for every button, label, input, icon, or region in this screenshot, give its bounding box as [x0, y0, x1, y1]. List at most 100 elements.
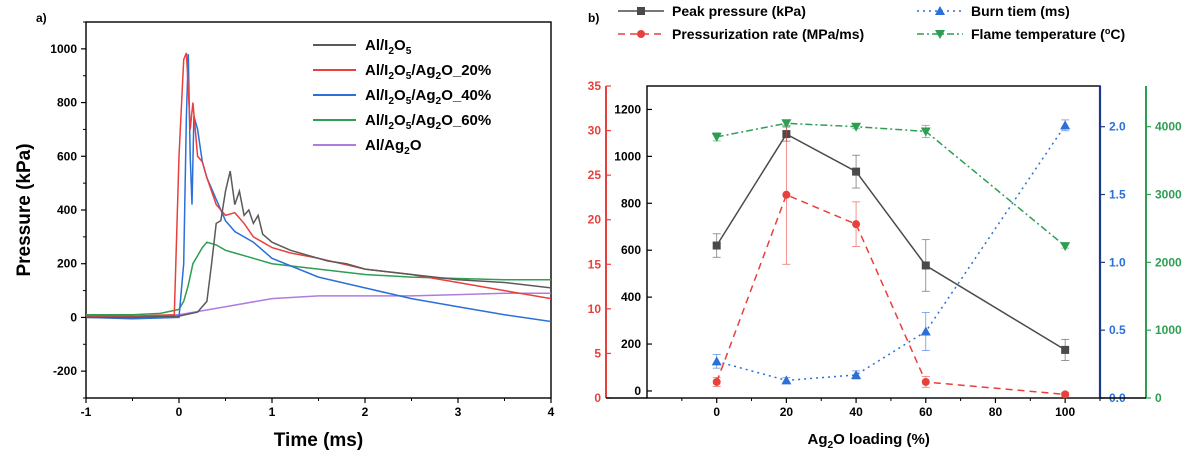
panel-a-legend-label-part: Al/I [365, 87, 388, 104]
panel-a-legend-label-part: /Ag [411, 87, 435, 104]
panel-a-legend-label-part: Al/Ag [365, 137, 404, 154]
panel-b-point-marker [921, 377, 930, 386]
panel-a-legend-label-part: Al/I [365, 112, 388, 129]
panel-b-pp-tick-label: 0 [634, 384, 641, 398]
panel-b-pr-tick-label: 25 [588, 168, 602, 182]
panel-b-x-tick-label: 100 [1055, 405, 1075, 419]
panel-a-y-tick-label: 1000 [50, 42, 77, 56]
panel-b-point-marker [920, 326, 931, 336]
panel-a-legend-label-part: 5 [406, 46, 412, 57]
panel-b-point-marker [851, 369, 862, 379]
panel-b-point-marker [921, 261, 930, 270]
panel-b-ft-tick-label: 1000 [1155, 323, 1182, 337]
panel-b-point-marker [1060, 242, 1071, 252]
panel-b-pp-tick-label: 1200 [614, 102, 641, 116]
panel-a-legend-label-part: 2 [388, 96, 394, 107]
panel-a-legend-label-part: O_20% [441, 62, 491, 79]
panel-a-x-tick-label: 2 [362, 405, 369, 419]
panel-b-legend-marker [935, 6, 945, 15]
panel-b-series-line [716, 124, 1066, 382]
panel-a-legend-label-part: /Ag [411, 62, 435, 79]
panel-b-point-marker [852, 167, 861, 176]
panel-a-legend-label-part: Al/I [365, 37, 388, 54]
panel-a-series-line [86, 52, 551, 317]
panel-b-ft-tick-label: 3000 [1155, 188, 1182, 202]
panel-b-series-line [716, 122, 1066, 247]
panel-a-legend-label-part: 5 [406, 71, 412, 82]
panel-a-y-tick-label: -200 [53, 364, 77, 378]
panel-b-bt-tick-label: 0.5 [1109, 323, 1126, 337]
panel-b-point-marker [920, 127, 931, 137]
panel-b-bt-tick-label: 2.0 [1109, 120, 1126, 134]
panel-a-legend-label-part: O_60% [441, 112, 491, 129]
panel-a-y-tick-label: 200 [57, 257, 77, 271]
panel-b-x-axis-label-part: Ag [808, 431, 828, 448]
panel-b-ft-tick-label: 4000 [1155, 120, 1182, 134]
panel-b-pr-tick-label: 10 [588, 302, 602, 316]
panel-b-bt-tick-label: 1.0 [1109, 255, 1126, 269]
panel-a-x-axis-label: Time (ms) [274, 430, 363, 451]
panel-b-pr-tick-label: 0 [594, 391, 601, 405]
panel-b-legend-label: Pressurization rate (MPa/ms) [672, 26, 864, 42]
panel-a-legend-label: Al/I2O5/Ag2O_60% [365, 112, 491, 132]
panel-a-legend-label-part: 2 [436, 96, 442, 107]
panel-b-pp-tick-label: 400 [621, 290, 641, 304]
panel-b-pr-tick-label: 15 [588, 257, 602, 271]
panel-b-legend-label: Burn tiem (ms) [971, 3, 1070, 19]
panel-b-legend-label-part: o [1105, 26, 1111, 36]
panel-b-series-line [715, 193, 1066, 396]
panel-a-legend-label-part: 2 [436, 71, 442, 82]
panel-a-legend-label: Al/I2O5/Ag2O_40% [365, 87, 491, 107]
panel-b-x-tick-label: 60 [919, 405, 933, 419]
panel-a-legend-label-part: 2 [388, 121, 394, 132]
panel-b-pr-tick-label: 5 [594, 346, 601, 360]
panel-a-legend-label: Al/I2O5/Ag2O_20% [365, 62, 491, 82]
panel-a-label: a) [36, 11, 47, 25]
panel-a-legend-label-part: 2 [388, 71, 394, 82]
panel-b-point-marker [851, 122, 862, 132]
panel-a-legend-label-part: O [394, 37, 406, 54]
panel-a-x-tick-label: 0 [176, 405, 183, 419]
panel-b-bt-tick-label: 1.5 [1109, 188, 1126, 202]
panel-a-legend-label-part: O [394, 87, 406, 104]
panel-b-x-tick-label: 80 [989, 405, 1003, 419]
panel-b-legend-marker [637, 30, 645, 38]
panel-b-x-axis-label-part: O loading (%) [833, 431, 930, 448]
panel-b-legend-label-part: Flame temperature ( [971, 26, 1105, 42]
panel-b-point-marker [852, 220, 861, 229]
panel-b-point-marker [782, 190, 791, 199]
panel-a-legend-label-part: 5 [406, 96, 412, 107]
panel-b-x-axis-label-part: 2 [828, 440, 834, 451]
panel-a-legend-label-part: O [394, 112, 406, 129]
panel-b-ft-tick-label: 0 [1155, 391, 1162, 405]
panel-a-y-tick-label: 600 [57, 149, 77, 163]
panel-a-x-tick-label: 4 [548, 405, 555, 419]
panel-b-point-marker [711, 132, 722, 142]
panel-b-pr-tick-label: 30 [588, 124, 602, 138]
panel-b-pp-tick-label: 200 [621, 337, 641, 351]
panel-b-x-tick-label: 0 [713, 405, 720, 419]
panel-b-legend-marker [935, 30, 945, 39]
panel-b-point-marker [711, 356, 722, 366]
panel-b-x-axis-label: Ag2O loading (%) [808, 431, 930, 451]
panel-a-legend-label-part: 5 [406, 121, 412, 132]
panel-b-point-marker [712, 377, 721, 386]
panel-b-legend-label: Peak pressure (kPa) [672, 3, 806, 19]
panel-b-legend-marker [637, 7, 645, 15]
panel-a-y-axis-label: Pressure (kPa) [14, 143, 35, 276]
panel-b-point-marker [1060, 120, 1071, 130]
panel-a-legend-label-part: O [410, 137, 422, 154]
panel-a-y-tick-label: 0 [70, 310, 77, 324]
panel-b-point-marker [712, 241, 721, 250]
panel-b-point-marker [781, 119, 792, 129]
panel-b-x-tick-label: 20 [780, 405, 794, 419]
panel-b-pr-tick-label: 20 [588, 213, 602, 227]
panel-a-legend-label-part: 2 [388, 46, 394, 57]
panel-b-ft-tick-label: 2000 [1155, 255, 1182, 269]
panel-b-x-tick-label: 40 [849, 405, 863, 419]
panel-a-legend-label-part: /Ag [411, 112, 435, 129]
panel-b-point-marker [781, 375, 792, 385]
panel-b-pr-tick-label: 35 [588, 79, 602, 93]
panel-a-x-tick-label: -1 [81, 405, 92, 419]
